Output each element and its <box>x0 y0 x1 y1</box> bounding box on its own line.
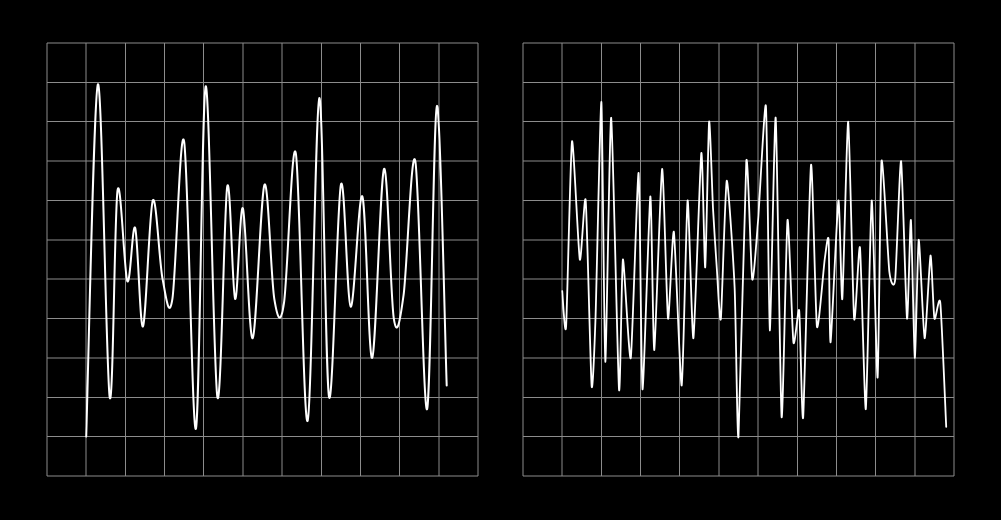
series-line <box>561 101 948 439</box>
waveform-panel-left <box>46 42 479 477</box>
series-line <box>85 83 448 438</box>
waveform-panel-right <box>522 42 955 477</box>
